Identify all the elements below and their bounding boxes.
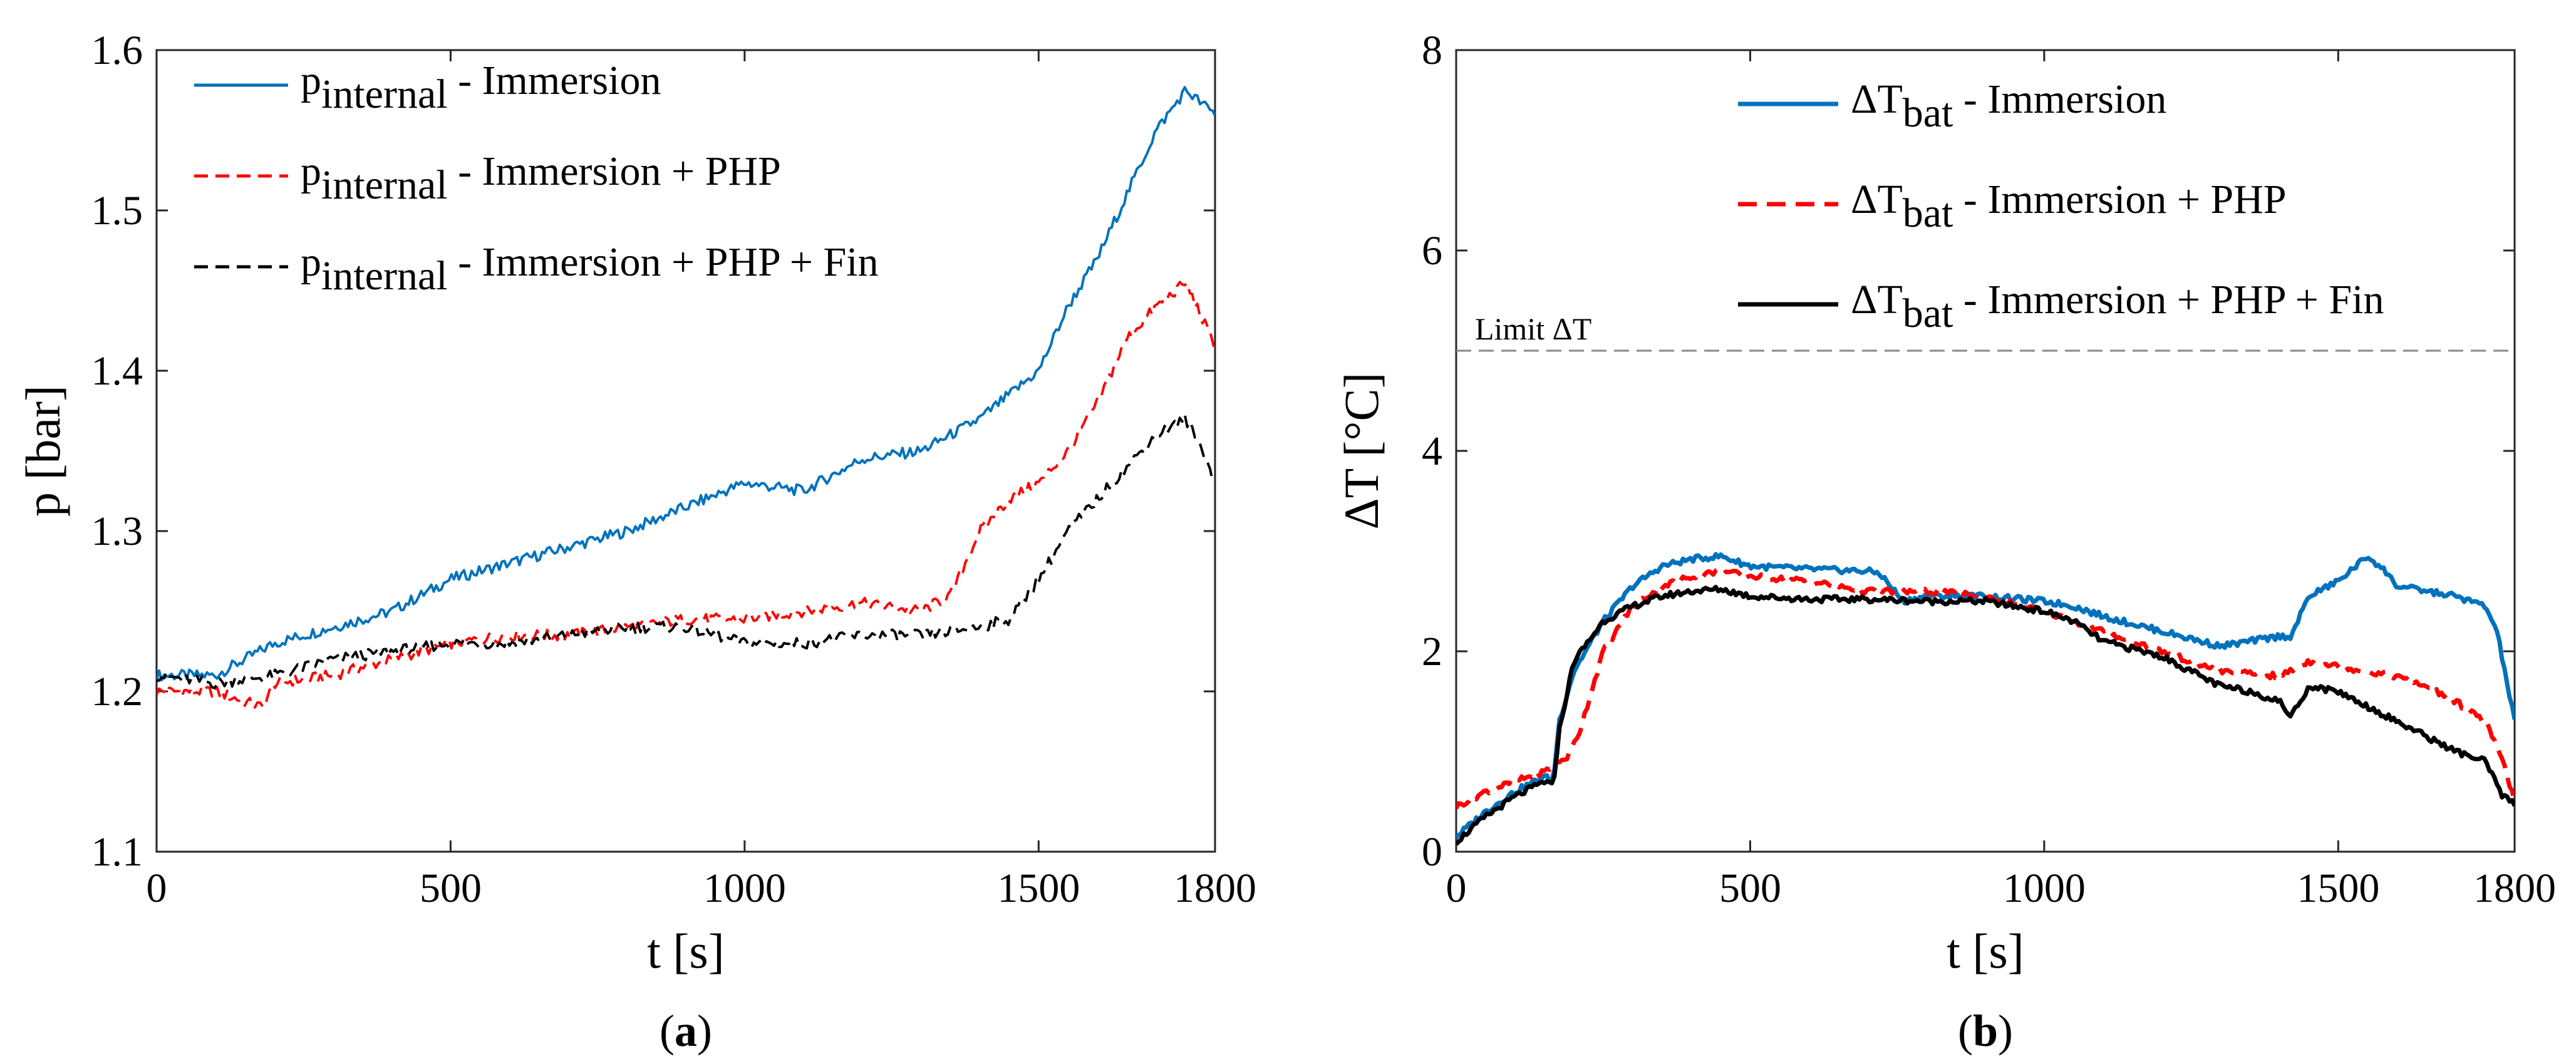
legend-label-rest: - Immersion + PHP + Fin <box>1953 277 2384 323</box>
legend-label-rest: - Immersion <box>1953 76 2166 122</box>
panel-b: 0 500 1000 1500 1800 0 2 4 6 8 t [s] ΔT [°C] (b) Limi… <box>1334 28 2556 1056</box>
y-tick-label: 2 <box>1422 629 1442 674</box>
legend-label-3: pinternal - Immersion + PHP + Fin <box>301 239 879 299</box>
y-axis-label: p [bar] <box>16 385 70 517</box>
y-tick-label: 1.3 <box>91 509 143 554</box>
legend-label-subscript: internal <box>321 162 448 208</box>
plot-area <box>155 49 1216 853</box>
y-tick-label: 0 <box>1422 829 1442 875</box>
legend-label-base: p <box>301 58 321 103</box>
y-tick-label: 1.2 <box>91 669 143 715</box>
y-tick-label: 1.5 <box>91 188 143 234</box>
x-tick-label: 500 <box>420 865 482 911</box>
y-tick-label: 1.6 <box>91 28 143 73</box>
panel-a: 0 500 1000 1500 1800 1.1 1.2 1.3 1.4 1.5 1.6 t [s] p… <box>16 28 1256 1056</box>
x-tick-label: 0 <box>1446 865 1467 911</box>
limit-label: Limit ΔT <box>1475 311 1591 346</box>
legend-label-base: p <box>301 148 321 194</box>
y-tick-label: 6 <box>1422 228 1442 274</box>
legend-label-base: p <box>301 239 321 285</box>
x-tick-label: 1000 <box>2003 865 2086 911</box>
x-tick-label: 1500 <box>2297 865 2379 911</box>
legend-label-subscript: internal <box>321 71 448 117</box>
legend-label-base: ΔT <box>1851 76 1903 122</box>
panel-caption: (b) <box>1958 1006 2013 1056</box>
x-tick-label: 1800 <box>2473 865 2556 911</box>
series-line-1 <box>157 86 1215 682</box>
x-axis-label: t [s] <box>647 924 724 978</box>
legend-label-base: ΔT <box>1851 177 1903 222</box>
x-tick-label: 0 <box>147 865 167 911</box>
legend-label-subscript: internal <box>321 253 448 299</box>
legend-label-1: pinternal - Immersion <box>301 58 661 117</box>
x-tick-label: 500 <box>1719 865 1781 911</box>
legend-label-subscript: bat <box>1903 190 1953 236</box>
y-tick-label: 1.4 <box>91 348 143 394</box>
legend-label-rest: - Immersion + PHP <box>448 148 781 194</box>
x-tick-label: 1500 <box>997 865 1080 911</box>
series-line-3 <box>1456 584 2515 846</box>
y-tick-label: 4 <box>1422 428 1442 474</box>
x-axis-label: t [s] <box>1947 924 2024 978</box>
legend-label-base: ΔT <box>1851 277 1903 323</box>
legend-label-subscript: bat <box>1903 291 1953 336</box>
y-axis-label: ΔT [°C] <box>1334 372 1389 529</box>
x-tick-label: 1000 <box>703 865 786 911</box>
series-line-2 <box>157 281 1215 709</box>
y-tick-label: 1.1 <box>91 829 143 875</box>
legend-label-rest: - Immersion + PHP <box>1953 177 2286 222</box>
legend-label-rest: - Immersion + PHP + Fin <box>448 239 879 285</box>
legend-label-subscript: bat <box>1903 90 1953 136</box>
legend-label-2: pinternal - Immersion + PHP <box>301 148 781 208</box>
legend-label-rest: - Immersion <box>448 58 661 103</box>
legend-label-2: ΔTbat - Immersion + PHP <box>1851 177 2287 236</box>
series-line-3 <box>157 413 1215 690</box>
panel-caption: (a) <box>660 1006 712 1056</box>
x-tick-label: 1800 <box>1174 865 1256 911</box>
legend-label-1: ΔTbat - Immersion <box>1851 76 2166 136</box>
plot-area <box>1455 49 2516 853</box>
panel-caption-letter: b <box>1973 1006 1998 1056</box>
panel-caption-letter: a <box>675 1006 697 1056</box>
y-tick-label: 8 <box>1422 28 1442 73</box>
legend-label-3: ΔTbat - Immersion + PHP + Fin <box>1851 277 2384 336</box>
